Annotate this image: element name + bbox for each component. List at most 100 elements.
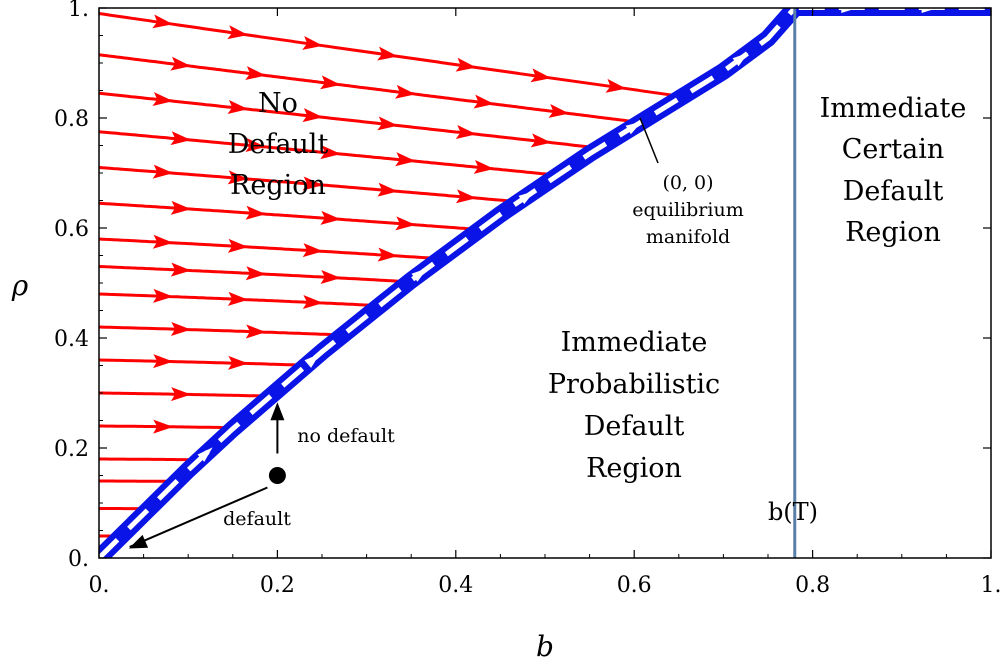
flow-arrow (228, 355, 249, 370)
flow-arrow (227, 291, 249, 306)
flow-lines (99, 12, 681, 538)
manifold-arrow (411, 268, 428, 282)
flow-arrow (302, 108, 324, 123)
no-default-label-line-2: Default (228, 129, 329, 160)
flow-arrow (530, 133, 552, 148)
flow-arrow (227, 238, 249, 253)
x-tick-label: 0.4 (438, 573, 473, 598)
probabilistic-default-region-label: Immediate Probabilistic Default Region (548, 327, 720, 484)
flow-line (99, 237, 439, 260)
flow-arrow (473, 159, 495, 174)
flow-arrow (152, 234, 174, 249)
flow-arrow (302, 243, 324, 258)
flow-arrow (170, 56, 192, 71)
no-default-label-line-3: Region (230, 170, 326, 201)
flow-arrow (245, 266, 266, 281)
flow-arrow (395, 152, 416, 167)
flow-arrow (320, 75, 341, 90)
certain-default-label-line-2: Certain (842, 134, 945, 165)
boundary-arrow (921, 8, 938, 13)
flow-arrow (245, 205, 266, 220)
x-tick-label: 1. (981, 573, 1002, 598)
flow-arrow (455, 125, 477, 139)
equilibrium-manifold (99, 8, 991, 558)
y-tick-label: 0.2 (54, 437, 89, 462)
flow-arrow (152, 14, 174, 29)
flow-arrow (455, 189, 477, 204)
x-tick-label: 0.8 (795, 573, 830, 598)
flow-line (99, 457, 199, 462)
manifold-dash (99, 8, 797, 558)
flow-arrow (245, 66, 266, 81)
manifold-arrow (197, 447, 213, 462)
flow-arrow (227, 25, 249, 40)
no-default-annotation: no default (297, 425, 395, 447)
flow-line (99, 91, 599, 150)
flow-arrow (170, 321, 192, 336)
probabilistic-default-label-line-2: Probabilistic (548, 369, 720, 400)
flow-arrow (227, 100, 249, 114)
y-axis-title: ρ (11, 269, 29, 302)
manifold-arrow (732, 52, 749, 67)
start-point (268, 467, 286, 484)
flow-arrow (227, 170, 249, 185)
default-arrow-head (128, 534, 149, 549)
flow-arrow (473, 94, 495, 109)
flow-arrow (377, 116, 398, 131)
flow-arrow (170, 200, 192, 215)
flow-arrow (530, 68, 552, 83)
flow-arrow (302, 295, 324, 310)
flow-arrow (395, 216, 416, 231)
flow-arrow (152, 288, 174, 303)
threshold-label: b(T) (768, 498, 818, 526)
x-tick-label: 0.2 (260, 573, 295, 598)
flow-arrow (170, 387, 192, 402)
manifold-label-line-2: equilibrium (632, 199, 743, 221)
default-annotation: default (223, 508, 291, 530)
flow-arrow (377, 247, 398, 262)
y-tick-label: 0.6 (54, 217, 89, 242)
flow-arrow (302, 176, 324, 191)
certain-default-label-line-1: Immediate (820, 93, 967, 124)
certain-default-region-label: Immediate Certain Default Region (820, 93, 967, 248)
x-tick-label: 0.6 (617, 573, 652, 598)
flow-line (99, 358, 306, 367)
flow-arrow (377, 182, 398, 197)
manifold-band (99, 8, 804, 558)
manifold-leader-line (639, 117, 659, 164)
manifold-arrow (625, 121, 642, 135)
flow-arrow (455, 57, 477, 72)
plot-border (98, 7, 992, 559)
boundary-arrow (841, 8, 858, 13)
flow-arrow (320, 210, 341, 225)
axis-ticks: 0. 0.2 0.4 0.6 0.8 1. 0. 0.2 0.4 0.6 0.8 1. (54, 0, 1002, 598)
manifold-arrow (304, 353, 320, 368)
flow-arrow (377, 46, 398, 61)
y-tick-label: 0.4 (54, 327, 89, 352)
flow-line (99, 201, 478, 231)
flow-arrow (245, 324, 266, 339)
certain-default-label-line-3: Default (843, 176, 944, 207)
y-tick-label: 0.8 (54, 107, 89, 132)
manifold-arrow (518, 191, 535, 205)
flow-arrow (302, 35, 324, 50)
manifold-label-line-1: (0, 0) (662, 172, 713, 194)
flow-arrow (153, 354, 174, 369)
no-default-arrow-head (270, 402, 285, 421)
certain-default-label-line-4: Region (845, 217, 941, 248)
probabilistic-default-label-line-3: Default (584, 411, 685, 442)
start-point-group (128, 402, 286, 549)
flow-arrow (152, 164, 174, 179)
flow-arrow (548, 104, 570, 118)
flow-line (99, 325, 342, 337)
flow-arrow (320, 145, 341, 160)
plot-frame (98, 7, 992, 559)
flow-arrow (170, 262, 192, 277)
x-tick-label: 0. (89, 573, 110, 598)
probabilistic-default-label-line-4: Region (586, 453, 682, 484)
y-tick-label: 0. (68, 547, 89, 572)
probabilistic-default-label-line-1: Immediate (561, 327, 708, 358)
manifold-label-line-3: manifold (646, 226, 730, 248)
x-axis-title: b (536, 630, 554, 663)
boundary-segment (794, 8, 991, 16)
